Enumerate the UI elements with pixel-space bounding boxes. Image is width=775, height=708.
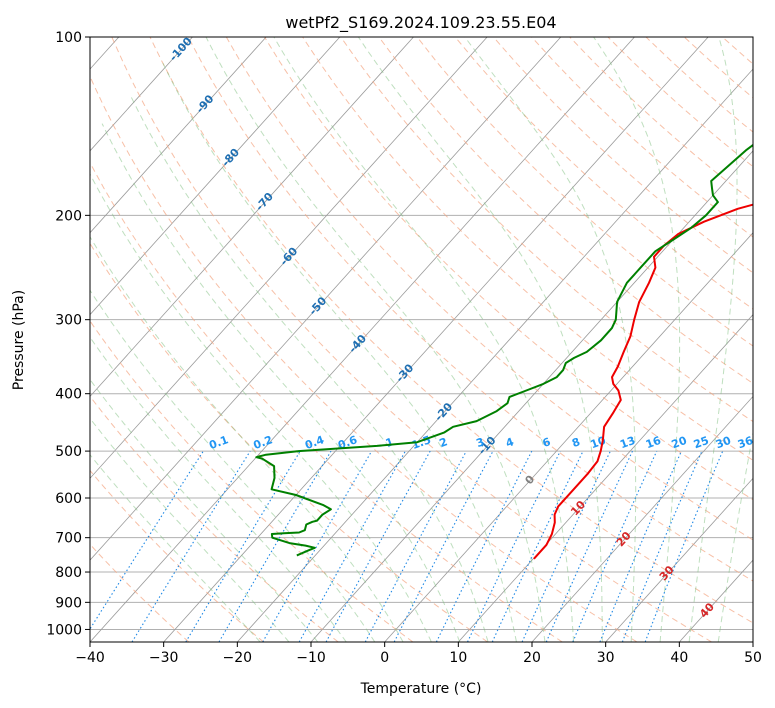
isotherm-line — [605, 477, 753, 642]
mixing-ratio-label: 0.2 — [252, 433, 275, 452]
isotherm-line — [384, 232, 753, 642]
mixing-ratio-line — [599, 450, 682, 642]
dry-adiabat-line — [111, 37, 712, 642]
moist-adiabat-line — [593, 37, 681, 642]
moist-adiabat-line — [90, 336, 347, 642]
x-tick-label: 0 — [380, 650, 389, 666]
isotherm-line — [90, 37, 635, 642]
x-tick-label: 20 — [523, 650, 541, 666]
moist-adiabat-line — [464, 37, 637, 642]
x-tick-label: 40 — [670, 650, 688, 666]
moist-adiabat-line — [688, 37, 738, 642]
moist-adiabat-line — [273, 37, 575, 642]
moist-adiabat-line — [717, 430, 753, 642]
mixing-ratio-line — [325, 450, 431, 642]
y-tick-label: 500 — [55, 444, 82, 460]
isotherm-line — [90, 37, 193, 152]
x-tick-label: −20 — [223, 650, 253, 666]
mixing-ratio-label: 20 — [670, 434, 689, 452]
dry-adiabat-line — [90, 320, 414, 642]
dry-adiabat-line — [416, 37, 753, 347]
isotherm-line — [90, 37, 562, 561]
moist-adiabat-line — [129, 94, 489, 642]
x-tick-label: −30 — [149, 650, 179, 666]
dry-adiabat-line — [90, 161, 563, 642]
mixing-ratio-label: 16 — [644, 434, 663, 452]
isotherm-line — [90, 37, 341, 316]
mixing-ratio-label: 3 — [474, 435, 486, 450]
mixing-ratio-label: 4 — [504, 435, 516, 450]
mixing-ratio-line — [545, 450, 633, 642]
dry-adiabat-line — [90, 395, 339, 642]
mixing-ratio-label: 36 — [736, 434, 755, 452]
moist-adiabat-line — [90, 172, 432, 642]
y-tick-label: 900 — [55, 595, 82, 611]
mixing-ratio-label: 6 — [541, 435, 553, 450]
moist-adiabat-line — [205, 37, 546, 642]
isotherm-line — [90, 37, 267, 234]
y-tick-label: 100 — [55, 30, 82, 46]
y-tick-label: 400 — [55, 387, 82, 403]
isotherm-line — [237, 68, 753, 642]
mixing-ratio-line — [644, 450, 724, 642]
dewpoint-profile-line — [255, 143, 753, 557]
mixing-ratio-label: 30 — [714, 434, 733, 452]
isotherm-line — [163, 37, 709, 642]
mixing-ratio-line — [572, 450, 658, 642]
y-tick-label: 600 — [55, 491, 82, 507]
mixing-ratio-line — [364, 450, 467, 642]
moist-adiabat-line — [101, 123, 461, 642]
dry-adiabat-line — [90, 469, 264, 642]
x-axis: −40 −30 −20 −10 0 10 20 30 40 50 — [75, 642, 762, 666]
mixing-ratio-label: 25 — [692, 434, 711, 451]
y-axis: 100 200 300 400 500 600 700 800 900 1000 — [46, 30, 90, 638]
x-tick-label: −10 — [296, 650, 326, 666]
plot-background — [90, 37, 753, 642]
y-tick-label: 300 — [55, 313, 82, 329]
x-tick-label: 50 — [744, 650, 762, 666]
mixing-ratio-line — [621, 450, 703, 642]
dry-adiabat-line — [149, 37, 753, 624]
isotherm-line — [90, 37, 488, 479]
dry-adiabat-line — [454, 37, 753, 310]
moist-adiabat-line — [90, 235, 404, 642]
mixing-ratio-line — [298, 450, 406, 642]
y-tick-label: 1000 — [46, 622, 82, 638]
isotherm-line — [310, 150, 753, 642]
profile-series-group — [255, 143, 753, 560]
moist-adiabat-line — [90, 378, 319, 642]
mixing-ratio-label: 8 — [570, 435, 582, 450]
mixing-ratio-line — [90, 450, 204, 630]
y-tick-label: 700 — [55, 531, 82, 547]
mixing-ratio-label: 0.4 — [303, 433, 326, 452]
dry-adiabat-line — [90, 242, 488, 642]
isotherm-line — [90, 37, 414, 398]
y-axis-title: Pressure (hPa) — [11, 290, 27, 390]
moist-adiabat-line — [357, 37, 603, 642]
moist-adiabat-line — [90, 417, 290, 642]
chart-title: wetPf2_S169.2024.109.23.55.E04 — [285, 13, 556, 33]
plot-frame — [89, 36, 754, 643]
dry-adiabat-line — [90, 543, 190, 642]
x-axis-title: Temperature (°C) — [360, 681, 482, 697]
mixing-ratio-label: 1 — [384, 435, 396, 450]
mixing-ratio-label: 2 — [438, 435, 450, 450]
x-tick-label: −40 — [75, 650, 105, 666]
y-tick-label: 200 — [55, 208, 82, 224]
mixing-ratio-label: 0.1 — [207, 433, 230, 452]
y-tick-label: 800 — [55, 565, 82, 581]
background-reference-lines — [90, 37, 753, 642]
x-tick-label: 10 — [449, 650, 467, 666]
moist-adiabat-line — [90, 289, 376, 642]
moist-adiabat-line — [161, 61, 517, 642]
mixing-ratio-line — [435, 450, 533, 642]
mixing-ratio-line — [131, 450, 251, 642]
x-tick-label: 30 — [597, 650, 615, 666]
mixing-ratio-label: 13 — [618, 434, 637, 451]
temperature-profile-line — [533, 203, 753, 560]
isotherm-line — [531, 395, 753, 642]
